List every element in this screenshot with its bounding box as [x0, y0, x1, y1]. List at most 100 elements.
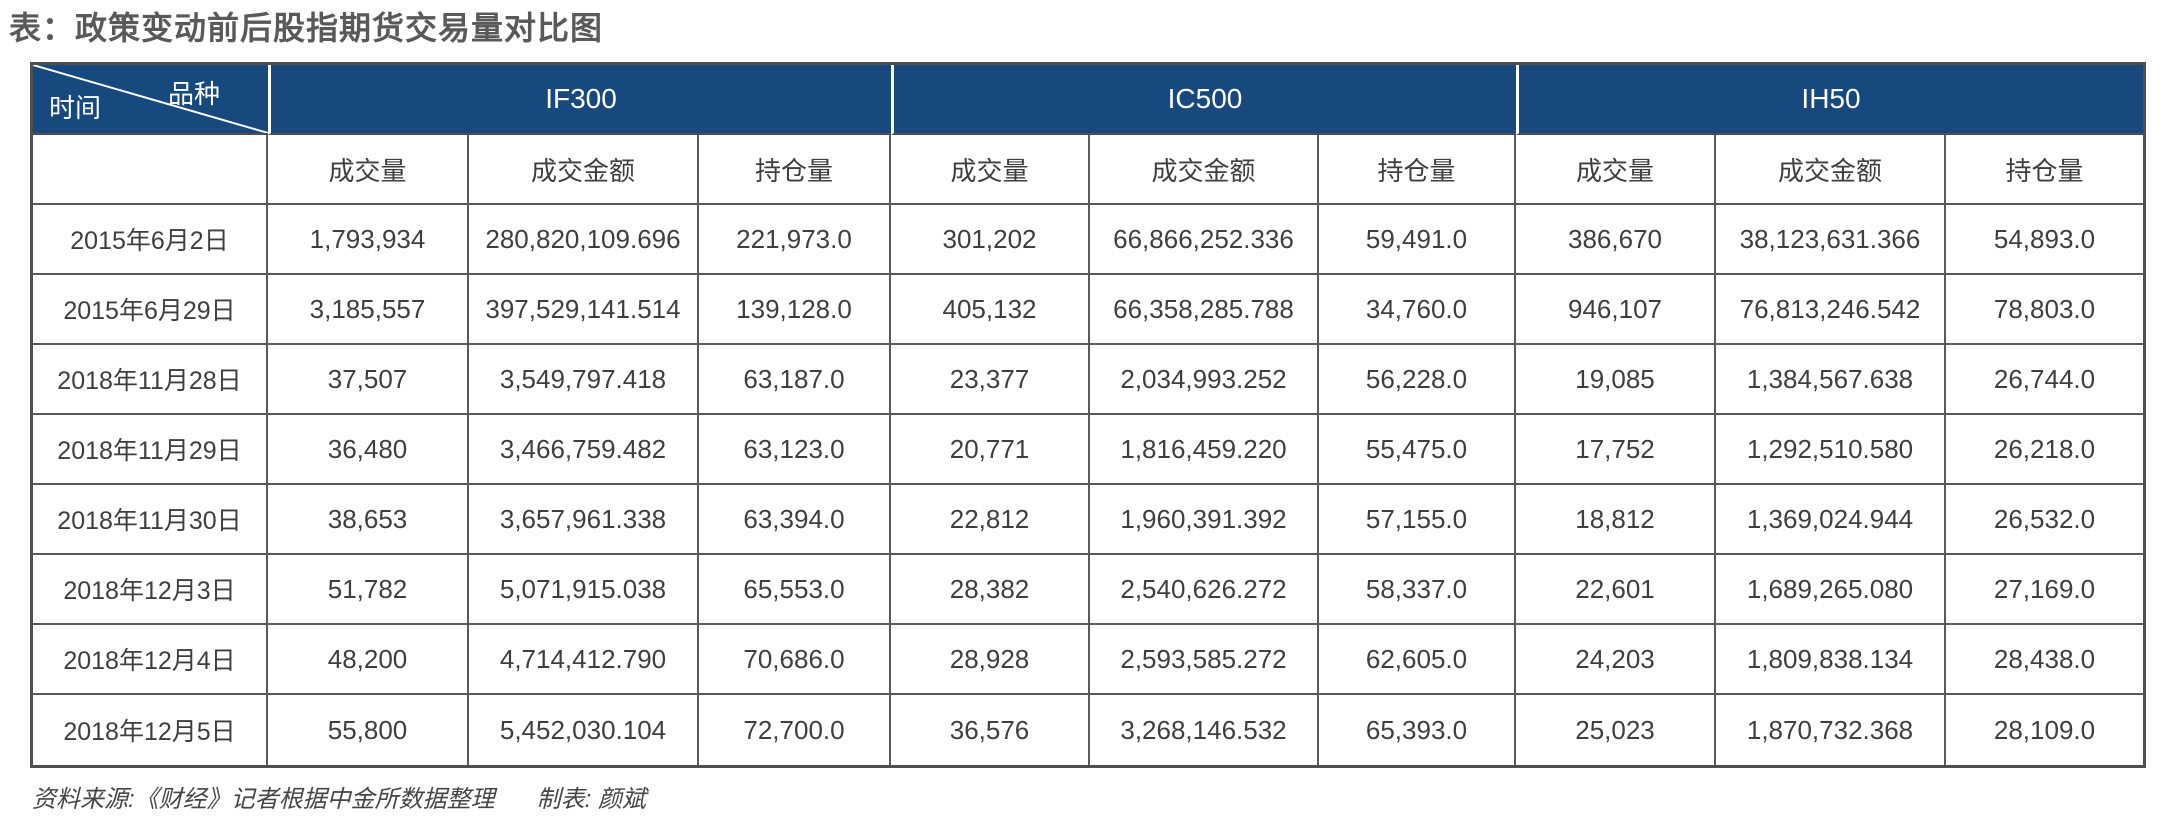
- group-header-ih50: IH50: [1516, 65, 2143, 135]
- value-cell: 22,601: [1516, 555, 1716, 625]
- value-cell: 5,071,915.038: [469, 555, 699, 625]
- value-cell: 63,123.0: [699, 415, 891, 485]
- value-cell: 20,771: [891, 415, 1090, 485]
- value-cell: 26,744.0: [1946, 345, 2143, 415]
- value-cell: 17,752: [1516, 415, 1716, 485]
- subheader-empty-cell: [33, 135, 268, 205]
- value-cell: 2,034,993.252: [1090, 345, 1319, 415]
- value-cell: 1,870,732.368: [1716, 695, 1946, 765]
- value-cell: 3,549,797.418: [469, 345, 699, 415]
- value-cell: 70,686.0: [699, 625, 891, 695]
- date-cell: 2015年6月29日: [33, 275, 268, 345]
- value-cell: 48,200: [268, 625, 469, 695]
- corner-header-cell: 品种 时间: [33, 65, 268, 135]
- value-cell: 3,657,961.338: [469, 485, 699, 555]
- value-cell: 1,689,265.080: [1716, 555, 1946, 625]
- value-cell: 1,809,838.134: [1716, 625, 1946, 695]
- value-cell: 27,169.0: [1946, 555, 2143, 625]
- subheader-cell: 成交量: [1516, 135, 1716, 205]
- value-cell: 78,803.0: [1946, 275, 2143, 345]
- value-cell: 1,816,459.220: [1090, 415, 1319, 485]
- date-cell: 2018年11月30日: [33, 485, 268, 555]
- value-cell: 54,893.0: [1946, 205, 2143, 275]
- value-cell: 72,700.0: [699, 695, 891, 765]
- value-cell: 56,228.0: [1319, 345, 1516, 415]
- value-cell: 65,553.0: [699, 555, 891, 625]
- value-cell: 62,605.0: [1319, 625, 1516, 695]
- value-cell: 26,218.0: [1946, 415, 2143, 485]
- value-cell: 28,438.0: [1946, 625, 2143, 695]
- value-cell: 397,529,141.514: [469, 275, 699, 345]
- date-cell: 2018年11月29日: [33, 415, 268, 485]
- value-cell: 57,155.0: [1319, 485, 1516, 555]
- value-cell: 36,480: [268, 415, 469, 485]
- value-cell: 1,292,510.580: [1716, 415, 1946, 485]
- value-cell: 23,377: [891, 345, 1090, 415]
- value-cell: 65,393.0: [1319, 695, 1516, 765]
- value-cell: 59,491.0: [1319, 205, 1516, 275]
- value-cell: 221,973.0: [699, 205, 891, 275]
- value-cell: 55,800: [268, 695, 469, 765]
- value-cell: 66,866,252.336: [1090, 205, 1319, 275]
- date-cell: 2018年12月4日: [33, 625, 268, 695]
- value-cell: 76,813,246.542: [1716, 275, 1946, 345]
- value-cell: 2,593,585.272: [1090, 625, 1319, 695]
- value-cell: 38,123,631.366: [1716, 205, 1946, 275]
- page-title: 表：政策变动前后股指期货交易量对比图: [9, 10, 604, 46]
- value-cell: 18,812: [1516, 485, 1716, 555]
- subheader-cell: 成交金额: [1716, 135, 1946, 205]
- value-cell: 25,023: [1516, 695, 1716, 765]
- source-note: 资料来源:《财经》记者根据中金所数据整理: [32, 786, 495, 813]
- value-cell: 301,202: [891, 205, 1090, 275]
- value-cell: 946,107: [1516, 275, 1716, 345]
- credit-note: 制表: 颜斌: [536, 786, 647, 813]
- value-cell: 63,394.0: [699, 485, 891, 555]
- value-cell: 19,085: [1516, 345, 1716, 415]
- value-cell: 139,128.0: [699, 275, 891, 345]
- value-cell: 66,358,285.788: [1090, 275, 1319, 345]
- futures-volume-table: 品种 时间 IF300 IC500 IH50 成交量 成交金额 持仓量 成交量 …: [30, 62, 2146, 768]
- corner-label-product: 品种: [167, 79, 220, 109]
- value-cell: 37,507: [268, 345, 469, 415]
- value-cell: 26,532.0: [1946, 485, 2143, 555]
- value-cell: 3,185,557: [268, 275, 469, 345]
- value-cell: 1,960,391.392: [1090, 485, 1319, 555]
- subheader-cell: 成交量: [268, 135, 469, 205]
- value-cell: 280,820,109.696: [469, 205, 699, 275]
- diagonal-divider-line: [33, 65, 268, 133]
- group-header-ic500: IC500: [891, 65, 1516, 135]
- subheader-cell: 持仓量: [1946, 135, 2143, 205]
- value-cell: 4,714,412.790: [469, 625, 699, 695]
- date-cell: 2018年12月3日: [33, 555, 268, 625]
- value-cell: 1,384,567.638: [1716, 345, 1946, 415]
- value-cell: 28,382: [891, 555, 1090, 625]
- date-cell: 2015年6月2日: [33, 205, 268, 275]
- value-cell: 22,812: [891, 485, 1090, 555]
- value-cell: 58,337.0: [1319, 555, 1516, 625]
- subheader-cell: 持仓量: [1319, 135, 1516, 205]
- group-header-if300: IF300: [268, 65, 891, 135]
- value-cell: 63,187.0: [699, 345, 891, 415]
- subheader-cell: 成交金额: [469, 135, 699, 205]
- value-cell: 3,268,146.532: [1090, 695, 1319, 765]
- table-footnote: 资料来源:《财经》记者根据中金所数据整理 制表: 颜斌: [32, 779, 646, 814]
- corner-label-time: 时间: [49, 93, 102, 123]
- value-cell: 51,782: [268, 555, 469, 625]
- date-cell: 2018年12月5日: [33, 695, 268, 765]
- value-cell: 5,452,030.104: [469, 695, 699, 765]
- subheader-cell: 成交金额: [1090, 135, 1319, 205]
- subheader-cell: 持仓量: [699, 135, 891, 205]
- value-cell: 28,109.0: [1946, 695, 2143, 765]
- value-cell: 28,928: [891, 625, 1090, 695]
- value-cell: 386,670: [1516, 205, 1716, 275]
- value-cell: 2,540,626.272: [1090, 555, 1319, 625]
- value-cell: 405,132: [891, 275, 1090, 345]
- value-cell: 36,576: [891, 695, 1090, 765]
- value-cell: 38,653: [268, 485, 469, 555]
- date-cell: 2018年11月28日: [33, 345, 268, 415]
- subheader-cell: 成交量: [891, 135, 1090, 205]
- value-cell: 34,760.0: [1319, 275, 1516, 345]
- value-cell: 1,369,024.944: [1716, 485, 1946, 555]
- value-cell: 55,475.0: [1319, 415, 1516, 485]
- value-cell: 1,793,934: [268, 205, 469, 275]
